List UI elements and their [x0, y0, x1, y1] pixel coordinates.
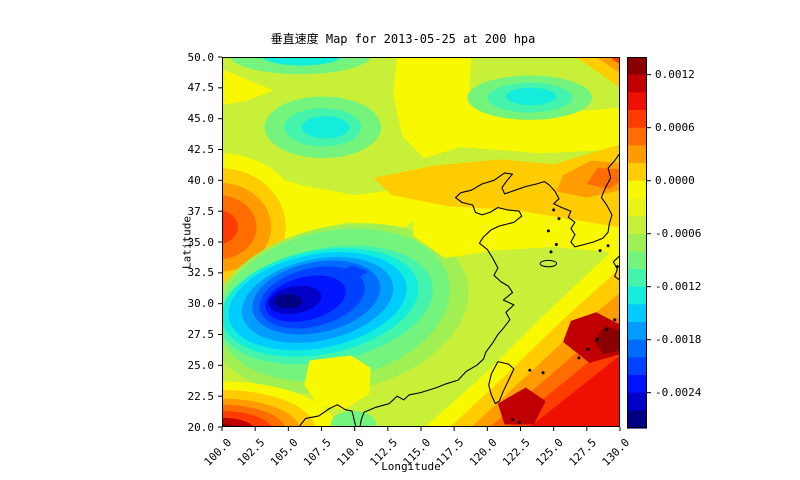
axes-frame — [222, 57, 620, 427]
small-island — [541, 371, 545, 375]
y-tick-label: 20.0 — [187, 420, 215, 434]
y-tick-label: 37.5 — [187, 204, 215, 218]
y-tick-label: 40.0 — [187, 173, 215, 187]
y-tick-label: 25.0 — [187, 358, 215, 372]
y-tick-label: 30.0 — [187, 297, 215, 311]
y-tick-label: 32.5 — [187, 266, 215, 280]
y-tick-label: 50.0 — [187, 50, 215, 64]
x-axis-label: Longitude — [381, 460, 441, 473]
small-island — [552, 208, 556, 212]
colorbar-tick-label: -0.0024 — [655, 386, 702, 400]
small-island — [595, 337, 599, 341]
kyushu-coast — [612, 255, 620, 281]
small-island — [549, 250, 553, 254]
small-island — [586, 347, 590, 351]
colorbar-frame — [627, 57, 647, 428]
chart-title: 垂直速度 Map for 2013-05-25 at 200 hpa — [270, 32, 536, 46]
small-island — [517, 420, 521, 424]
y-tick-label: 45.0 — [187, 112, 215, 126]
contour-field — [222, 57, 620, 427]
y-tick-label: 35.0 — [187, 235, 215, 249]
colorbar-tick-label: 0.0006 — [655, 121, 695, 135]
jeju-island — [539, 259, 558, 268]
taiwan-island — [488, 361, 515, 405]
y-tick-label: 22.5 — [187, 389, 215, 403]
small-island — [605, 328, 609, 332]
colorbar-tick-label: -0.0012 — [655, 280, 702, 294]
coastline — [298, 152, 620, 427]
small-island — [511, 418, 515, 422]
small-island — [598, 249, 602, 253]
y-tick-label: 42.5 — [187, 143, 215, 156]
colorbar-tick-label: -0.0006 — [655, 227, 702, 241]
small-island — [554, 242, 558, 246]
small-island — [546, 229, 550, 233]
small-island — [606, 244, 610, 248]
y-tick-label: 47.5 — [187, 81, 215, 95]
colorbar-tick-label: -0.0018 — [655, 333, 702, 347]
colorbar — [627, 57, 651, 429]
colorbar-tick-label: 0.0012 — [655, 68, 695, 82]
small-island — [557, 217, 561, 221]
small-island — [615, 265, 619, 269]
colorbar-tick-label: 0.0000 — [655, 174, 695, 188]
y-tick-label: 27.5 — [187, 328, 215, 341]
small-island — [577, 356, 581, 360]
small-island — [528, 368, 532, 372]
small-island — [613, 318, 617, 322]
